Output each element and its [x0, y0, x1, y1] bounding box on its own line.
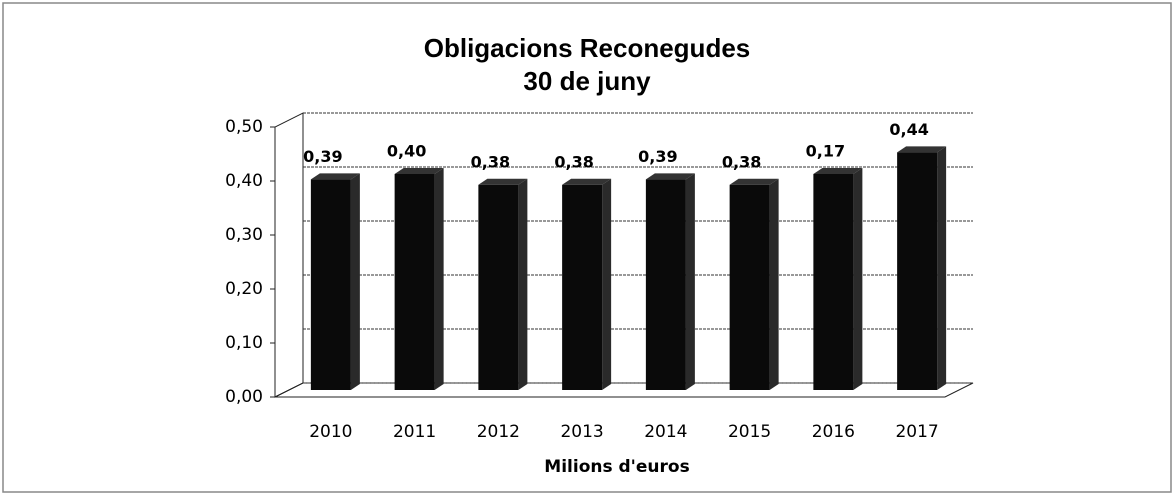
- data-label: 0,39: [638, 147, 677, 166]
- bar-side: [769, 178, 779, 390]
- bar: [897, 146, 947, 390]
- data-label: 0,38: [722, 152, 761, 171]
- x-axis-label: Milions d'euros: [544, 457, 689, 477]
- x-tick-label: 2016: [812, 422, 855, 442]
- bar-front: [813, 174, 854, 390]
- y-tick-label: 0,40: [225, 171, 263, 191]
- bar: [310, 173, 360, 390]
- y-tick-label: 0,10: [225, 333, 263, 353]
- data-label: 0,44: [889, 120, 928, 139]
- bar-front: [310, 179, 351, 390]
- y-tick-label: 0,30: [225, 225, 263, 245]
- bar-side: [937, 146, 947, 390]
- bar-top: [310, 173, 360, 180]
- bar: [394, 168, 444, 390]
- bar-top: [478, 178, 528, 185]
- data-label: 0,40: [387, 142, 426, 161]
- x-tick-label: 2014: [644, 422, 687, 442]
- data-label: 0,38: [471, 152, 510, 171]
- bar: [562, 178, 612, 390]
- bar-side: [685, 173, 695, 390]
- bar-front: [729, 184, 770, 390]
- bar: [813, 168, 863, 390]
- bar-top: [897, 146, 947, 153]
- bar-front: [897, 152, 938, 390]
- bar-side: [602, 178, 612, 390]
- chart-title: Obligacions Reconegudes: [424, 33, 751, 63]
- x-tick-label: 2011: [393, 422, 436, 442]
- bar-side: [518, 178, 528, 390]
- data-label: 0,17: [806, 142, 845, 161]
- bar-side: [350, 173, 360, 390]
- bar: [729, 178, 779, 390]
- x-tick-label: 2015: [728, 422, 771, 442]
- bar-top: [729, 178, 779, 185]
- bar-top: [813, 168, 863, 174]
- bar-side: [853, 168, 863, 390]
- bar-front: [645, 179, 686, 390]
- bar: [478, 178, 528, 390]
- bar-side: [434, 168, 444, 390]
- bar-front: [394, 174, 435, 390]
- bar-front: [478, 184, 519, 390]
- x-tick-label: 2012: [477, 422, 520, 442]
- data-label: 0,39: [303, 147, 342, 166]
- y-tick-label: 0,50: [225, 117, 263, 137]
- x-tick-label: 2017: [895, 422, 938, 442]
- bar-front: [562, 184, 603, 390]
- y-tick-label: 0,20: [225, 279, 263, 299]
- y-tick-label: 0,00: [225, 387, 263, 407]
- bar-top: [645, 173, 695, 180]
- bar-top: [562, 178, 612, 185]
- chart-subtitle: 30 de juny: [523, 66, 651, 96]
- x-tick-label: 2013: [560, 422, 603, 442]
- bar-top: [394, 168, 444, 174]
- bar: [645, 173, 695, 390]
- x-tick-label: 2010: [309, 422, 352, 442]
- data-label: 0,38: [554, 152, 593, 171]
